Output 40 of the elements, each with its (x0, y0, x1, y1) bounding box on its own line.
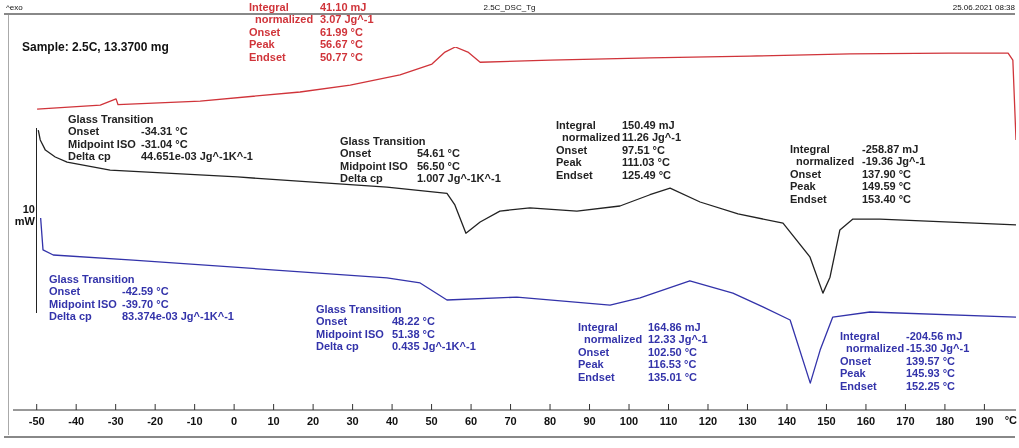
text: Integral 164.86 mJ normalized 12.33 Jg^-1 Onset 102.50 °C Peak 116.53 °C Endset 135.01 °C (578, 320, 708, 383)
x-tick-label: -20 (147, 414, 164, 427)
x-tick-label: 140 (777, 414, 797, 427)
x-tick-label: 90 (583, 414, 596, 427)
x-axis-title: °C (1004, 414, 1018, 427)
x-tick-label: 70 (504, 414, 517, 427)
x-tick-label: -10 (186, 414, 203, 427)
x-tick-label: 150 (817, 414, 836, 427)
text: Integral 41.10 mJ normalized 3.07 Jg^-1 Onset 61.99 °C Peak 56.67 °C Endset 50.77 °C (249, 0, 374, 63)
text: Glass Transition Onset 48.22 °C Midpoint ISO 51.38 °C Delta cp 0.435 Jg^-1K^-1 (316, 302, 476, 353)
text: Glass Transition Onset -34.31 °C Midpoint ISO -31.04 °C Delta cp 44.651e-03 Jg^-1K^-1 (68, 112, 253, 163)
text: ^exo (6, 3, 24, 13)
x-tick-label: 180 (935, 414, 955, 427)
x-tick-label: 160 (856, 414, 876, 427)
x-tick-label: 120 (698, 414, 718, 427)
x-tick-label: 50 (425, 414, 438, 427)
annotation: Sample: 2.5C, 13.3700 mg (22, 40, 169, 55)
x-tick-label: 30 (346, 414, 359, 427)
x-tick-label: 60 (464, 414, 478, 427)
text: 25.06.2021 08:38 (952, 3, 1016, 13)
x-tick-label: 100 (619, 414, 639, 427)
text: Glass Transition Onset -42.59 °C Midpoint ISO -39.70 °C Delta cp 83.374e-03 Jg^-1K^-1 (49, 272, 234, 323)
x-tick-label: 20 (306, 414, 320, 427)
x-tick-label: -40 (68, 414, 85, 427)
x-tick-label: -30 (107, 414, 124, 427)
x-tick-label: 110 (659, 414, 678, 427)
x-tick-label: -50 (28, 414, 45, 427)
annotation: 10 mW (14, 202, 36, 228)
x-tick-label: 80 (543, 414, 557, 427)
x-tick-label: 170 (896, 414, 915, 427)
x-tick-label: 130 (738, 414, 757, 427)
text: Integral -258.87 mJ normalized -19.36 Jg^-1 Onset 137.90 °C Peak 149.59 °C Endset 153.40 °C (790, 142, 926, 205)
chart-title: 2.5C_DSC_Tg (483, 3, 536, 13)
x-tick-label: 190 (975, 414, 994, 427)
x-tick-label: 0 (231, 414, 238, 427)
text: Integral -204.56 mJ normalized -15.30 Jg^-1 Onset 139.57 °C Peak 145.93 °C Endset 152.25 °C (840, 329, 970, 392)
text: Integral 150.49 mJ normalized 11.26 Jg^-1 Onset 97.51 °C Peak 111.03 °C Endset 125.49 °C (556, 118, 682, 181)
text: Glass Transition Onset 54.61 °C Midpoint ISO 56.50 °C Delta cp 1.007 Jg^-1K^-1 (340, 134, 501, 185)
x-tick-label: 40 (385, 414, 399, 427)
x-tick-label: 10 (267, 414, 280, 427)
